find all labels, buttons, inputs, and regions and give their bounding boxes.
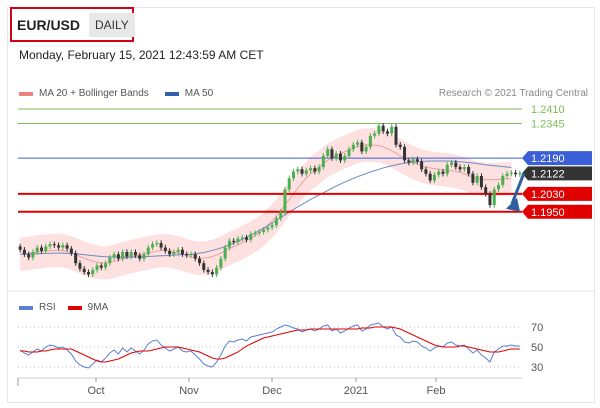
legend-item-rsi: RSI <box>19 302 56 313</box>
symbol-label: EUR/USD <box>17 17 81 33</box>
legend-item-bollinger: MA 20 + Bollinger Bands <box>19 88 149 99</box>
period-button[interactable]: DAILY <box>89 13 135 37</box>
symbol-box[interactable]: EUR/USD DAILY <box>10 7 135 42</box>
legend-swatch-bollinger <box>19 91 33 96</box>
rsi-legend: RSI 9MA <box>19 302 120 313</box>
main-legend: MA 20 + Bollinger Bands MA 50 <box>19 88 229 99</box>
chart-frame <box>7 7 595 403</box>
research-credit: Research © 2021 Trading Central <box>438 88 588 99</box>
legend-label-rsi: RSI <box>39 302 56 313</box>
timestamp: Monday, February 15, 2021 12:43:59 AM CE… <box>19 48 264 62</box>
legend-item-9ma: 9MA <box>67 302 109 313</box>
legend-item-ma50: MA 50 <box>164 88 214 99</box>
legend-swatch-9ma <box>67 305 82 310</box>
legend-label-9ma: 9MA <box>87 302 109 313</box>
legend-label-bollinger: MA 20 + Bollinger Bands <box>39 88 149 99</box>
legend-swatch-ma50 <box>164 91 179 96</box>
legend-swatch-rsi <box>19 305 33 310</box>
legend-label-ma50: MA 50 <box>184 88 214 99</box>
